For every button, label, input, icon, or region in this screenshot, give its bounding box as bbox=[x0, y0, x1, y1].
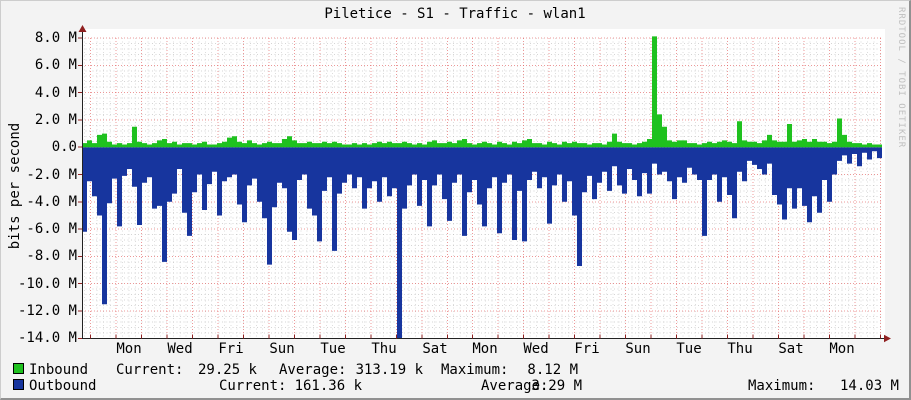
x-tick-label: Fri bbox=[574, 341, 600, 357]
outbound-series-label: Outbound bbox=[29, 378, 97, 394]
x-tick-label: Tue bbox=[320, 341, 346, 357]
inbound-maximum-label: Maximum: bbox=[441, 362, 509, 378]
x-tick-label: Wed bbox=[167, 341, 193, 357]
x-tick-label: Sun bbox=[269, 341, 295, 357]
legend-row-outbound: Outbound Current: 161.36 k Average: 3.29… bbox=[1, 379, 909, 394]
outbound-current-label: Current: bbox=[219, 378, 287, 394]
outbound-maximum-label: Maximum: bbox=[748, 378, 816, 394]
x-tick-label: Mon bbox=[472, 341, 498, 357]
graph-title: Piletice - S1 - Traffic - wlan1 bbox=[324, 6, 586, 22]
outbound-average-label: Average: bbox=[481, 378, 549, 394]
y-tick-label: -14.0 M bbox=[17, 330, 77, 346]
outbound-maximum-value: 14.03 M bbox=[839, 378, 899, 394]
x-tick-label: Thu bbox=[727, 341, 753, 357]
y-tick-label: 2.0 M bbox=[34, 112, 77, 128]
y-tick-label: 8.0 M bbox=[34, 30, 77, 46]
legend-row-inbound: Inbound Current: 29.25 k Average: 313.19… bbox=[1, 363, 909, 378]
y-tick-label: -10.0 M bbox=[17, 276, 77, 292]
y-tick-label: 4.0 M bbox=[34, 85, 77, 101]
outbound-color-swatch bbox=[13, 379, 24, 390]
y-tick-label: 0.0 bbox=[51, 139, 77, 155]
inbound-maximum-value: 8.12 M bbox=[527, 362, 578, 378]
inbound-average-value: 313.19 k bbox=[355, 362, 423, 378]
rrdtool-watermark: RRDTOOL / TOBI OETIKER bbox=[896, 7, 906, 149]
y-tick-label: 6.0 M bbox=[34, 57, 77, 73]
x-tick-label: Sat bbox=[778, 341, 804, 357]
inbound-current-value: 29.25 k bbox=[197, 362, 257, 378]
y-tick-label: -12.0 M bbox=[17, 303, 77, 319]
inbound-color-swatch bbox=[13, 363, 24, 374]
y-tick-label: -8.0 M bbox=[26, 248, 77, 264]
x-tick-label: Thu bbox=[371, 341, 397, 357]
x-tick-label: Sat bbox=[422, 341, 448, 357]
x-tick-label: Wed bbox=[523, 341, 549, 357]
y-tick-label: -6.0 M bbox=[26, 221, 77, 237]
outbound-average-value: 3.29 M bbox=[531, 378, 582, 394]
y-tick-label: -4.0 M bbox=[26, 194, 77, 210]
y-tick-label: -2.0 M bbox=[26, 167, 77, 183]
x-tick-label: Sun bbox=[625, 341, 651, 357]
inbound-average-label: Average: bbox=[279, 362, 347, 378]
outbound-current-value: 161.36 k bbox=[294, 378, 362, 394]
inbound-series-label: Inbound bbox=[29, 362, 89, 378]
x-tick-label: Tue bbox=[676, 341, 702, 357]
x-tick-label: Fri bbox=[218, 341, 244, 357]
inbound-current-label: Current: bbox=[116, 362, 184, 378]
x-tick-label: Mon bbox=[116, 341, 142, 357]
x-tick-label: Mon bbox=[829, 341, 855, 357]
